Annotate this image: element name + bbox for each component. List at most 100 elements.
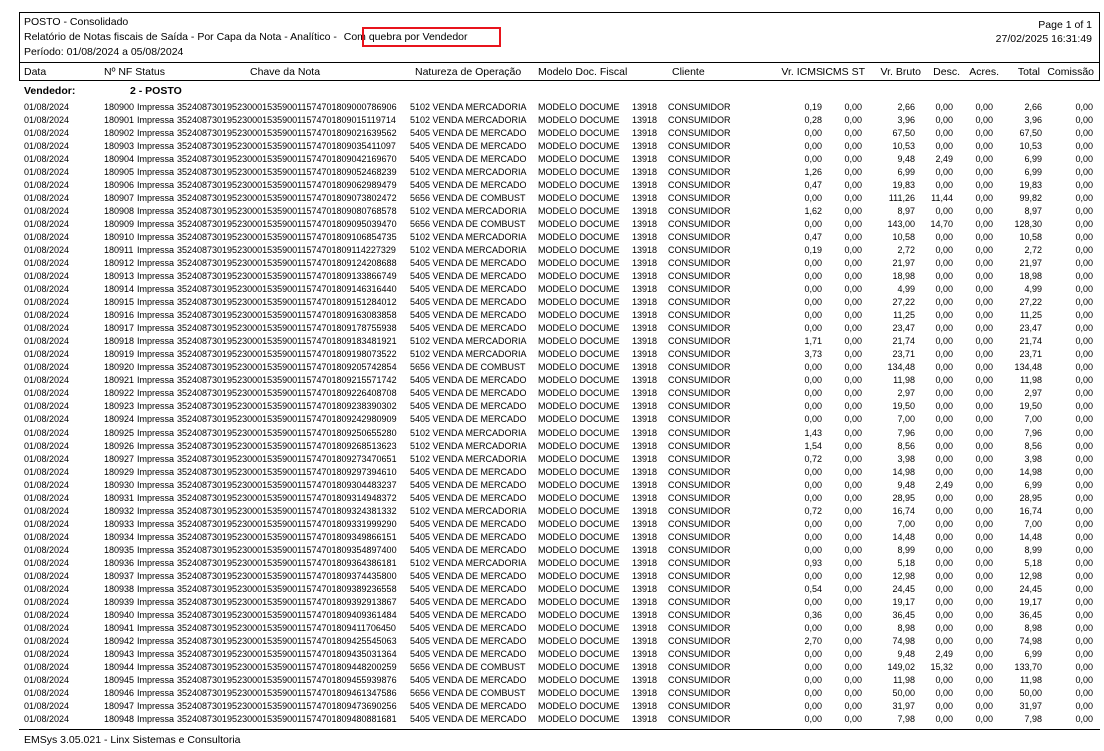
- cell-status: Impressa: [137, 284, 175, 295]
- cell-acres: 0,00: [975, 128, 993, 139]
- cell-chave: 3524087301952300015359001157470180919807…: [177, 349, 397, 360]
- cell-cliente-nome: CONSUMIDOR: [668, 492, 731, 503]
- cell-comissao: 0,00: [1075, 115, 1093, 126]
- cell-acres: 0,00: [975, 570, 993, 581]
- cell-chave: 3524087301952300015359001157470180906298…: [177, 180, 397, 191]
- cell-cliente-nome: CONSUMIDOR: [668, 102, 731, 112]
- cell-cliente-nome: CONSUMIDOR: [668, 401, 731, 412]
- table-row: 01/08/2024 180929 Impressa 3524087301952300…: [0, 467, 1104, 480]
- cell-modelo: MODELO DOCUME: [538, 570, 620, 581]
- cell-total: 6,99: [1024, 154, 1042, 165]
- cell-modelo: MODELO DOCUME: [538, 180, 620, 191]
- cell-cliente-nome: CONSUMIDOR: [668, 388, 731, 399]
- cell-chave: 3524087301952300015359001157470180924298…: [177, 414, 397, 425]
- table-row: 01/08/2024 180922 Impressa 3524087301952300…: [0, 388, 1104, 401]
- cell-icms-st: 0,00: [844, 401, 862, 412]
- cell-acres: 0,00: [975, 466, 993, 477]
- cell-nf: 180907: [104, 193, 135, 204]
- cell-cliente-codigo: 13918: [632, 414, 658, 425]
- cell-desc: 0,00: [935, 414, 953, 425]
- cell-cliente-nome: CONSUMIDOR: [668, 687, 731, 698]
- cell-chave: 3524087301952300015359001157470180935489…: [177, 544, 397, 555]
- cell-total: 99,82: [1019, 193, 1042, 204]
- cell-chave: 3524087301952300015359001157470180936438…: [177, 557, 397, 568]
- table-row: 01/08/2024 180911 Impressa 3524087301952300…: [0, 245, 1104, 258]
- cell-chave: 3524087301952300015359001157470180945593…: [177, 674, 397, 685]
- cell-chave: 3524087301952300015359001157470180943503…: [177, 648, 397, 659]
- cell-total: 8,97: [1024, 206, 1042, 217]
- cell-vr-icms: 0,00: [804, 323, 822, 334]
- cell-cliente-codigo: 13918: [632, 531, 658, 542]
- cell-cliente-nome: CONSUMIDOR: [668, 466, 731, 477]
- cell-data: 01/08/2024: [24, 518, 70, 529]
- cell-natureza: 5405 VENDA DE MERCADO: [410, 154, 527, 165]
- cell-total: 8,99: [1024, 544, 1042, 555]
- cell-nf: 180908: [104, 206, 135, 217]
- cell-acres: 0,00: [975, 557, 993, 568]
- cell-data: 01/08/2024: [24, 362, 70, 373]
- cell-vr-icms: 0,00: [804, 570, 822, 581]
- cell-data: 01/08/2024: [24, 479, 70, 490]
- cell-acres: 0,00: [975, 440, 993, 451]
- cell-data: 01/08/2024: [24, 284, 70, 295]
- cell-desc: 0,00: [935, 557, 953, 568]
- cell-nf: 180932: [104, 505, 135, 516]
- cell-data: 01/08/2024: [24, 427, 70, 438]
- cell-data: 01/08/2024: [24, 375, 70, 386]
- cell-comissao: 0,00: [1075, 596, 1093, 607]
- cell-vr-icms: 0,00: [804, 622, 822, 633]
- table-row: 01/08/2024 180920 Impressa 3524087301952300…: [0, 362, 1104, 375]
- cell-vr-bruto: 7,96: [897, 427, 915, 438]
- cell-data: 01/08/2024: [24, 297, 70, 308]
- cell-desc: 0,00: [935, 492, 953, 503]
- table-row: 01/08/2024 180933 Impressa 3524087301952300…: [0, 519, 1104, 532]
- table-row: 01/08/2024 180937 Impressa 3524087301952300…: [0, 571, 1104, 584]
- cell-acres: 0,00: [975, 505, 993, 516]
- cell-natureza: 5405 VENDA DE MERCADO: [410, 466, 527, 477]
- cell-comissao: 0,00: [1075, 557, 1093, 568]
- cell-icms-st: 0,00: [844, 544, 862, 555]
- cell-modelo: MODELO DOCUME: [538, 700, 620, 711]
- cell-comissao: 0,00: [1075, 583, 1093, 594]
- col-data: Data: [24, 66, 47, 78]
- cell-total: 7,96: [1024, 427, 1042, 438]
- cell-cliente-nome: CONSUMIDOR: [668, 440, 731, 451]
- cell-icms-st: 0,00: [844, 245, 862, 256]
- cell-vr-icms: 0,72: [804, 453, 822, 464]
- cell-desc: 15,32: [930, 661, 953, 672]
- cell-data: 01/08/2024: [24, 271, 70, 282]
- cell-chave: 3524087301952300015359001157470180934986…: [177, 531, 397, 542]
- cell-acres: 0,00: [975, 713, 993, 724]
- cell-data: 01/08/2024: [24, 115, 70, 126]
- cell-vr-bruto: 19,83: [892, 180, 915, 191]
- cell-total: 36,45: [1019, 609, 1042, 620]
- cell-chave: 3524087301952300015359001157470180912420…: [177, 258, 397, 269]
- cell-vr-bruto: 8,99: [897, 544, 915, 555]
- table-row: 01/08/2024 180926 Impressa 3524087301952300…: [0, 441, 1104, 454]
- cell-cliente-codigo: 13918: [632, 622, 658, 633]
- cell-acres: 0,00: [975, 531, 993, 542]
- cell-comissao: 0,00: [1075, 154, 1093, 165]
- cell-icms-st: 0,00: [844, 141, 862, 152]
- cell-total: 8,56: [1024, 440, 1042, 451]
- cell-vr-icms: 0,00: [804, 687, 822, 698]
- col-vr-bruto: Vr. Bruto: [880, 66, 921, 78]
- cell-natureza: 5405 VENDA DE MERCADO: [410, 297, 527, 308]
- cell-desc: 0,00: [935, 128, 953, 139]
- cell-total: 23,47: [1019, 323, 1042, 334]
- cell-icms-st: 0,00: [844, 466, 862, 477]
- cell-chave: 3524087301952300015359001157470180944820…: [177, 661, 397, 672]
- cell-comissao: 0,00: [1075, 258, 1093, 269]
- table-row: 01/08/2024 180921 Impressa 3524087301952300…: [0, 375, 1104, 388]
- cell-vr-bruto: 9,48: [897, 648, 915, 659]
- cell-modelo: MODELO DOCUME: [538, 362, 620, 373]
- cell-modelo: MODELO DOCUME: [538, 284, 620, 295]
- cell-modelo: MODELO DOCUME: [538, 414, 620, 425]
- cell-cliente-codigo: 13918: [632, 375, 658, 386]
- cell-nf: 180919: [104, 349, 135, 360]
- cell-modelo: MODELO DOCUME: [538, 687, 620, 698]
- cell-vr-bruto: 14,48: [892, 531, 915, 542]
- cell-icms-st: 0,00: [844, 427, 862, 438]
- table-row: 01/08/2024 180948 Impressa 3524087301952300…: [0, 714, 1104, 727]
- cell-desc: 0,00: [935, 245, 953, 256]
